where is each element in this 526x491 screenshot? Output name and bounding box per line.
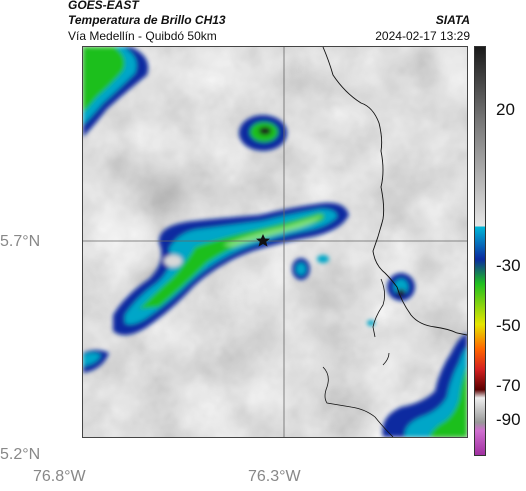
lon-label-76-8: 76.8°W bbox=[33, 468, 86, 485]
lon-label-76-3: 76.3°W bbox=[248, 468, 301, 485]
colorbar-tick-minus30: -30 bbox=[496, 256, 521, 275]
colorbar-gradient bbox=[475, 47, 485, 455]
satellite-map[interactable] bbox=[82, 46, 468, 438]
satellite-name: GOES-EAST bbox=[68, 0, 139, 12]
colorbar-tick-minus50: -50 bbox=[496, 316, 521, 335]
colorbar-tick-minus90: -90 bbox=[496, 410, 521, 429]
lat-label-5-7: 5.7°N bbox=[0, 233, 41, 250]
agency-label: SIATA bbox=[435, 13, 470, 27]
department-border bbox=[322, 47, 467, 336]
convective-cells bbox=[83, 47, 467, 437]
border-segment-small bbox=[382, 352, 390, 366]
colorbar-tick-20: 20 bbox=[496, 100, 515, 119]
border-segment-south bbox=[322, 366, 394, 437]
route-subtitle: Vía Medellín - Quibdó 50km bbox=[68, 29, 217, 43]
product-title: Temperatura de Brillo CH13 bbox=[68, 13, 226, 27]
colorbar-tick-minus70: -70 bbox=[496, 376, 521, 395]
timestamp: 2024-02-17 13:29 bbox=[375, 29, 470, 43]
border-segment bbox=[372, 278, 385, 338]
colorbar bbox=[474, 46, 486, 456]
map-image bbox=[83, 47, 467, 437]
lat-label-5-2: 5.2°N bbox=[0, 446, 41, 463]
star-icon bbox=[256, 234, 270, 247]
